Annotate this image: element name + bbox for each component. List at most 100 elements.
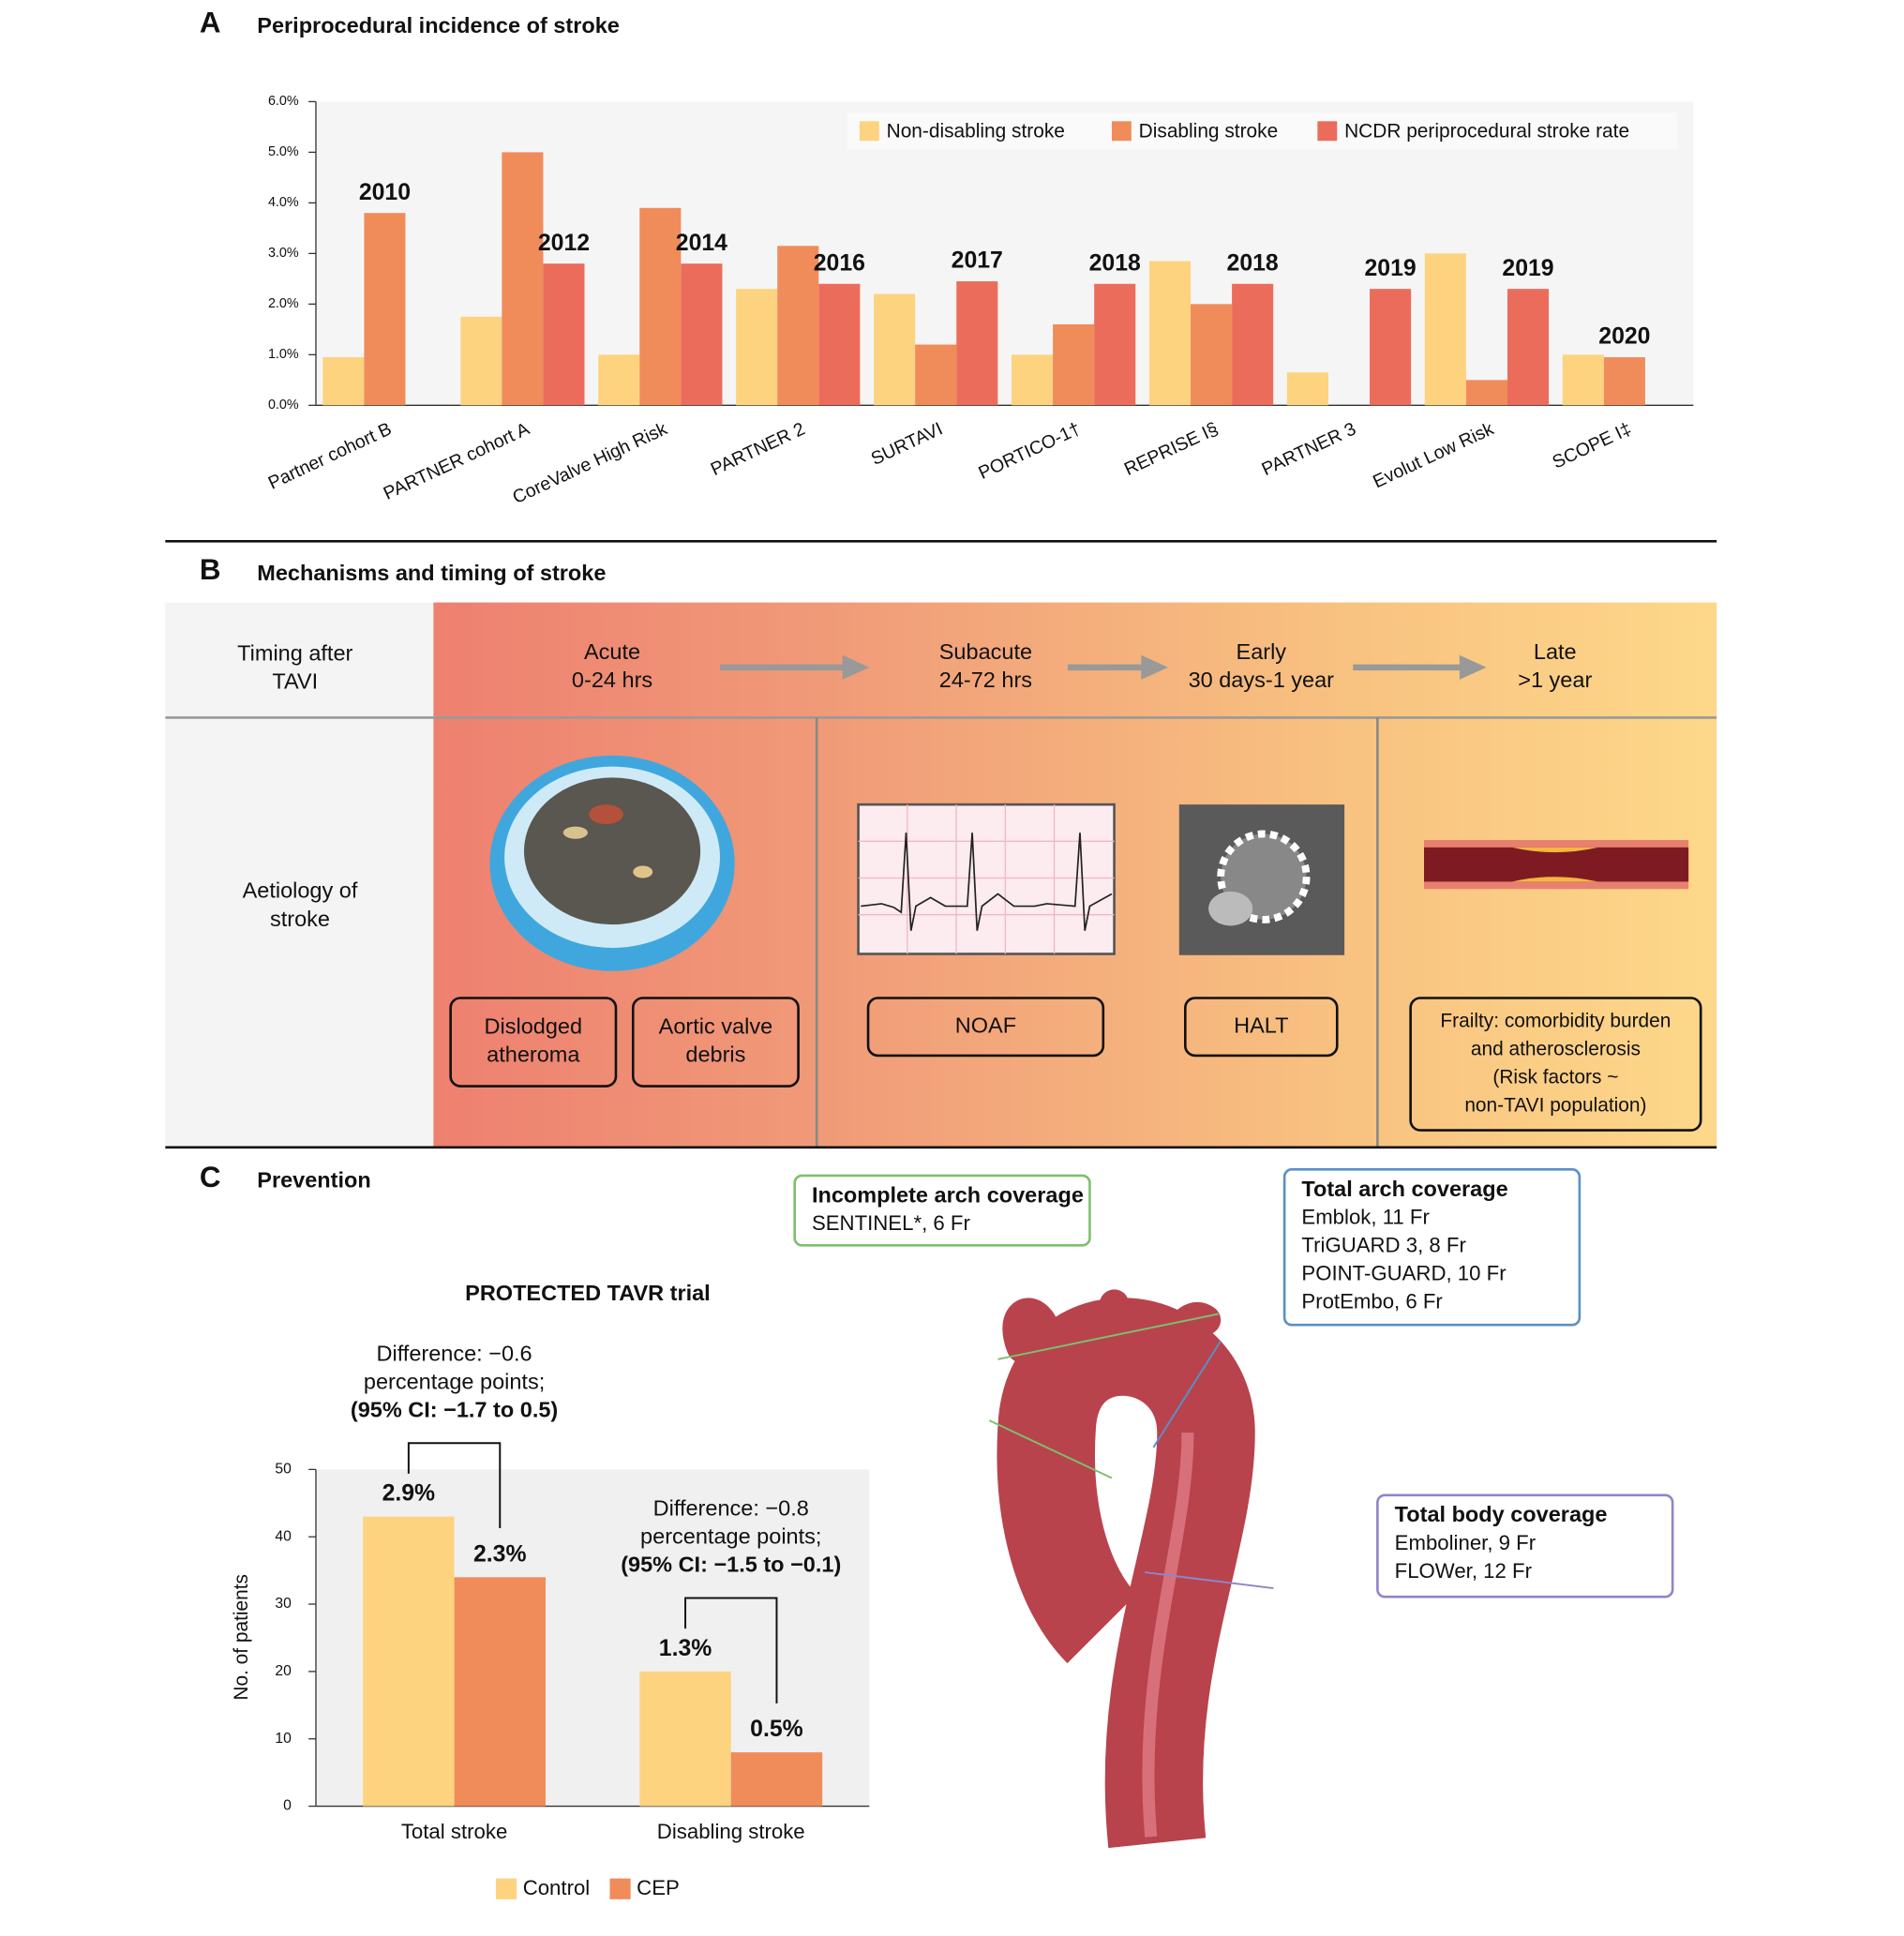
device-box: [1282, 1168, 1582, 1327]
difference-text: Difference: −0.8: [653, 1496, 809, 1521]
x-tick-label: PARTNER 3: [1259, 418, 1359, 480]
cause-box: [1409, 997, 1702, 1132]
bar: [460, 316, 502, 406]
label: Aetiology of: [243, 878, 358, 903]
y-tick-label: 10: [275, 1731, 292, 1747]
bar: [543, 263, 585, 406]
y-tick-label: 0.0%: [268, 398, 299, 413]
label: 0-24 hrs: [572, 668, 652, 692]
label: Frailty: comorbidity burden: [1440, 1010, 1671, 1031]
bar: [454, 1577, 546, 1807]
panel-letter: A: [200, 6, 221, 38]
year-label: 2020: [1598, 324, 1650, 350]
difference-text: (95% CI: −1.7 to 0.5): [351, 1398, 558, 1422]
device-item: TriGUARD 3, 8 Fr: [1301, 1234, 1466, 1257]
x-tick-label: SURTAVI: [868, 418, 946, 469]
legend-swatch: [495, 1878, 517, 1899]
legend-label: Control: [523, 1876, 591, 1899]
panel-title: Mechanisms and timing of stroke: [257, 561, 606, 585]
year-label: 2014: [676, 231, 727, 256]
y-tick-label: 30: [275, 1596, 292, 1612]
y-tick-label: 40: [275, 1528, 292, 1544]
year-label: 2010: [359, 180, 411, 205]
bar: [322, 357, 365, 406]
ct-image: [1178, 804, 1345, 955]
bar-annotation: 2.3%: [473, 1541, 527, 1567]
x-tick-label: Partner cohort B: [265, 418, 396, 493]
difference-bracket: [684, 1597, 778, 1703]
bar: [915, 344, 957, 406]
difference-text: Difference: −0.6: [376, 1341, 532, 1365]
difference-text: percentage points;: [640, 1524, 821, 1549]
device-item: Emblok, 11 Fr: [1301, 1205, 1430, 1228]
label-column: [165, 602, 434, 1148]
arrows: [719, 654, 1487, 680]
y-tick-label: 4.0%: [268, 195, 299, 210]
bar: [364, 213, 406, 406]
bar-annotation: 0.5%: [750, 1717, 803, 1742]
bar: [1424, 253, 1466, 406]
bar: [681, 263, 723, 406]
bar: [777, 246, 819, 406]
legend-label: CEP: [637, 1876, 680, 1899]
label: Aortic valve: [659, 1014, 772, 1039]
bar: [502, 152, 544, 406]
year-label: 2017: [952, 248, 1003, 274]
coverage-lines: [988, 1313, 1274, 1590]
device-item: ProtEmbo, 6 Fr: [1301, 1290, 1443, 1313]
bar: [1562, 354, 1604, 406]
bar: [1370, 289, 1412, 406]
bar: [1094, 283, 1136, 406]
x-tick-label: Evolut Low Risk: [1370, 418, 1497, 492]
bar: [1286, 372, 1328, 406]
label: non-TAVI population): [1464, 1095, 1646, 1117]
difference-text: (95% CI: −1.5 to −0.1): [621, 1553, 841, 1577]
cause-box: [631, 997, 800, 1088]
difference-bracket: [407, 1442, 502, 1529]
y-tick-label: 1.0%: [268, 347, 299, 362]
difference-text: percentage points;: [364, 1369, 545, 1393]
chart-title: PROTECTED TAVR trial: [465, 1281, 711, 1305]
label: debris: [685, 1043, 745, 1067]
bar: [1012, 354, 1054, 406]
label: Timing after: [237, 640, 352, 665]
y-tick-label: 3.0%: [268, 246, 299, 261]
artery-image: [1424, 840, 1689, 890]
label: 30 days-1 year: [1189, 668, 1335, 692]
x-tick-label: PORTICO-1†: [975, 418, 1083, 483]
panel-title: Periprocedural incidence of stroke: [257, 13, 620, 38]
label: >1 year: [1518, 668, 1592, 692]
ecg-image: [857, 803, 1116, 955]
legend-label: NCDR periprocedural stroke rate: [1344, 121, 1629, 143]
bar: [1232, 283, 1274, 406]
y-tick-label: 50: [275, 1462, 292, 1478]
label: Subacute: [939, 639, 1032, 664]
legend-swatch: [859, 121, 879, 142]
label: NOAF: [955, 1013, 1016, 1037]
cause-box: [866, 997, 1105, 1058]
aorta-image: [997, 1289, 1255, 1849]
bar: [1053, 323, 1095, 406]
bar: [1507, 289, 1550, 406]
bar-annotation: 1.3%: [659, 1636, 712, 1661]
y-tick-label: 5.0%: [268, 144, 299, 159]
device-item: POINT-GUARD, 10 Fr: [1301, 1262, 1507, 1285]
bar: [818, 283, 861, 406]
label: (Risk factors ~: [1492, 1067, 1618, 1088]
bar-annotation: 2.9%: [382, 1481, 436, 1507]
legend-swatch: [1111, 121, 1132, 142]
bar: [639, 1671, 731, 1807]
y-tick-label: 20: [275, 1663, 292, 1679]
cause-box: [1184, 997, 1339, 1058]
device-item: SENTINEL*, 6 Fr: [812, 1211, 971, 1235]
year-label: 2016: [814, 250, 865, 276]
bar: [736, 289, 778, 406]
x-tick-label: SCOPE I‡: [1550, 418, 1635, 473]
bar: [956, 281, 998, 406]
bar: [874, 293, 916, 406]
device-heading: Total body coverage: [1395, 1502, 1608, 1526]
filter-dish-image: [489, 755, 735, 971]
device-heading: Incomplete arch coverage: [812, 1182, 1084, 1207]
device-box: [793, 1174, 1091, 1247]
bar: [1603, 357, 1645, 406]
